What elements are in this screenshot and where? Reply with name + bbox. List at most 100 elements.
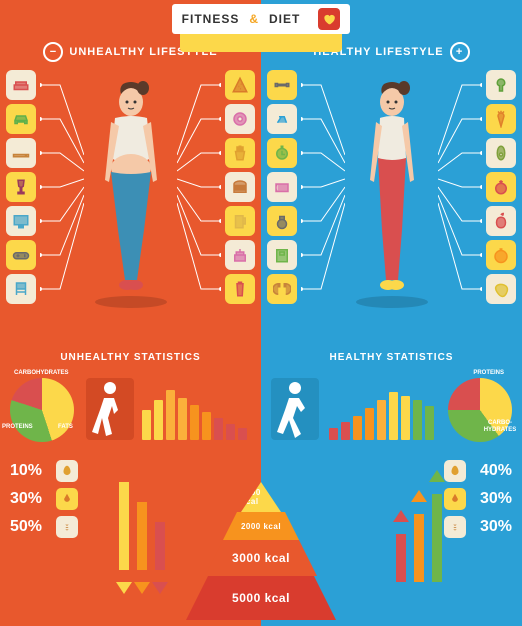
- unhealthy-figure: [91, 80, 171, 310]
- arrow-up-icon: [411, 502, 427, 582]
- healthy-figure-zone: [261, 70, 522, 340]
- pyramid-band: 2000 kcal: [223, 512, 299, 540]
- tv-icon: [6, 206, 36, 236]
- bicycle-icon: [267, 104, 297, 134]
- bar: [389, 392, 398, 440]
- healthy-outer-icons: [486, 70, 516, 304]
- pizza-icon: [225, 70, 255, 100]
- apple-icon: [486, 206, 516, 236]
- pct-row: 40%: [444, 460, 512, 482]
- pie-label: PROTEINS: [473, 370, 504, 377]
- pct-row: 30%: [10, 488, 78, 510]
- header-amp: &: [249, 12, 259, 26]
- bar: [365, 408, 374, 440]
- beer-icon: [225, 206, 255, 236]
- wheat-icon: [56, 516, 78, 538]
- unhealthy-arrows: [116, 452, 168, 582]
- header-band: FITNESS & DIET: [0, 0, 522, 38]
- yoga-mat-icon: [267, 172, 297, 202]
- calorie-pyramid: 1500 kcal2000 kcal3000 kcal5000 kcal: [186, 480, 336, 620]
- bar: [226, 424, 235, 440]
- arrow-down-icon: [152, 522, 168, 582]
- unhealthy-pct: 10% 30% 50%: [10, 460, 78, 538]
- bar: [154, 400, 163, 440]
- bar: [377, 400, 386, 440]
- car-icon: [6, 104, 36, 134]
- minus-icon: −: [43, 42, 63, 62]
- pct-row: 50%: [10, 516, 78, 538]
- pct-row: 30%: [444, 516, 512, 538]
- jumprope-icon: [267, 274, 297, 304]
- bar: [238, 428, 247, 440]
- pct-value: 30%: [472, 490, 512, 508]
- bar: [413, 400, 422, 440]
- carrot-icon: [486, 104, 516, 134]
- bar: [190, 405, 199, 440]
- pct-row: 30%: [444, 488, 512, 510]
- chair-icon: [6, 274, 36, 304]
- healthy-stats-title: HEALTHY STATISTICS: [261, 352, 522, 363]
- healthy-pct: 40% 30% 30%: [444, 460, 512, 538]
- soda-icon: [225, 274, 255, 304]
- header-right: DIET: [269, 12, 300, 26]
- bar: [142, 410, 151, 440]
- bar: [214, 418, 223, 440]
- healthy-figure: [352, 80, 432, 310]
- arrow-up-icon: [393, 522, 409, 582]
- plus-icon: +: [450, 42, 470, 62]
- header-title: FITNESS & DIET: [172, 4, 351, 34]
- stopwatch-icon: [267, 138, 297, 168]
- oil-icon: [444, 488, 466, 510]
- pyramid-band: 5000 kcal: [186, 576, 336, 620]
- pie-label: FATS: [58, 424, 73, 431]
- pyramid-band: 1500 kcal: [241, 482, 281, 512]
- oil-icon: [56, 488, 78, 510]
- unhealthy-pie: [10, 378, 74, 442]
- pie-label: CARBO-HYDRATES: [480, 420, 520, 433]
- gamepad-icon: [6, 240, 36, 270]
- avocado-icon: [486, 138, 516, 168]
- burger-icon: [225, 172, 255, 202]
- scale-icon: [267, 240, 297, 270]
- egg-icon: [444, 460, 466, 482]
- donut-icon: [225, 104, 255, 134]
- pct-value: 50%: [10, 518, 50, 536]
- wine-icon: [6, 172, 36, 202]
- arrow-down-icon: [134, 502, 150, 582]
- infographic-root: FITNESS & DIET − UNHEALTHY LIFESTYLE: [0, 0, 522, 626]
- unhealthy-stats-title: UNHEALTHY STATISTICS: [0, 352, 261, 363]
- unhealthy-figure-zone: [0, 70, 261, 340]
- bar: [401, 396, 410, 440]
- walker-icon-right: [271, 378, 319, 440]
- unhealthy-outer-icons: [6, 70, 36, 304]
- fries-icon: [225, 138, 255, 168]
- pct-row: 10%: [10, 460, 78, 482]
- kettlebell-icon: [267, 206, 297, 236]
- walker-icon-left: [86, 378, 134, 440]
- lemon-icon: [486, 274, 516, 304]
- cigarette-icon: [6, 138, 36, 168]
- wheat-icon: [444, 516, 466, 538]
- egg-icon: [56, 460, 78, 482]
- arrow-down-icon: [116, 482, 132, 582]
- bar: [341, 422, 350, 440]
- heart-icon: [318, 8, 340, 30]
- healthy-bars: [329, 390, 434, 440]
- healthy-inner-icons: [267, 70, 297, 304]
- pct-value: 30%: [10, 490, 50, 508]
- bar: [166, 390, 175, 440]
- orange-icon: [486, 240, 516, 270]
- bar: [178, 398, 187, 440]
- unhealthy-bars: [142, 390, 247, 440]
- bar: [202, 412, 211, 440]
- pct-value: 30%: [472, 518, 512, 536]
- cake-icon: [225, 240, 255, 270]
- bar: [353, 416, 362, 440]
- pct-value: 10%: [10, 462, 50, 480]
- broccoli-icon: [486, 70, 516, 100]
- pie-label: CARBOHYDRATES: [14, 370, 69, 377]
- sofa-icon: [6, 70, 36, 100]
- bar: [329, 428, 338, 440]
- dumbbell-icon: [267, 70, 297, 100]
- unhealthy-inner-icons: [225, 70, 255, 304]
